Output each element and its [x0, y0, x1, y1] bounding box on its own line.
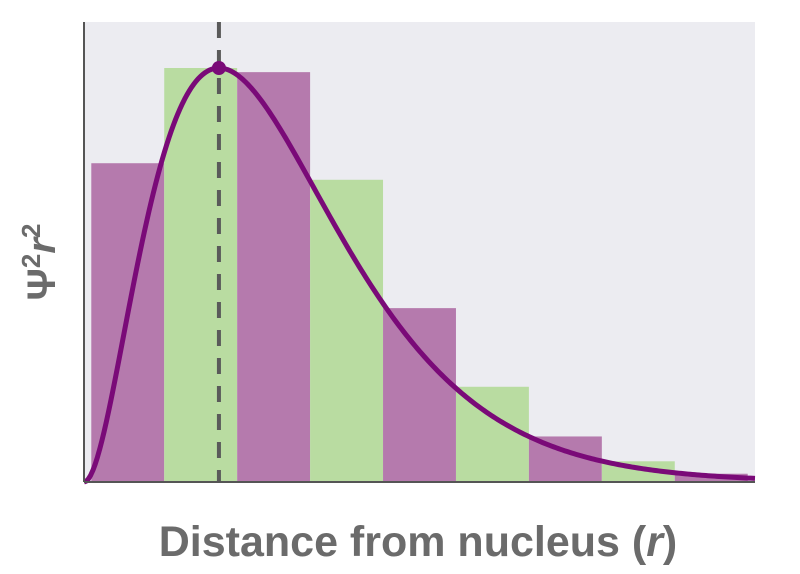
x-axis-label-text: Distance from nucleus (: [159, 518, 647, 566]
bar-3: [237, 72, 311, 482]
x-axis-label: Distance from nucleus (r): [159, 518, 678, 566]
x-axis-label-var: r: [646, 518, 665, 566]
y-axis-label-var: r: [20, 236, 64, 254]
bar-6: [455, 386, 529, 482]
y-axis-label-sup2: 2: [16, 224, 46, 238]
y-axis-label-psi: Ψ: [20, 268, 64, 300]
y-axis-label: Ψ2r2: [16, 224, 64, 301]
bar-2: [164, 68, 238, 482]
bars: [91, 68, 748, 482]
y-axis-label-sup1: 2: [16, 254, 46, 268]
peak-marker: [211, 61, 226, 75]
radial-probability-curve: [83, 65, 756, 485]
bar-4: [310, 179, 384, 482]
bar-5: [383, 308, 456, 482]
x-axis-label-close: ): [663, 518, 677, 566]
